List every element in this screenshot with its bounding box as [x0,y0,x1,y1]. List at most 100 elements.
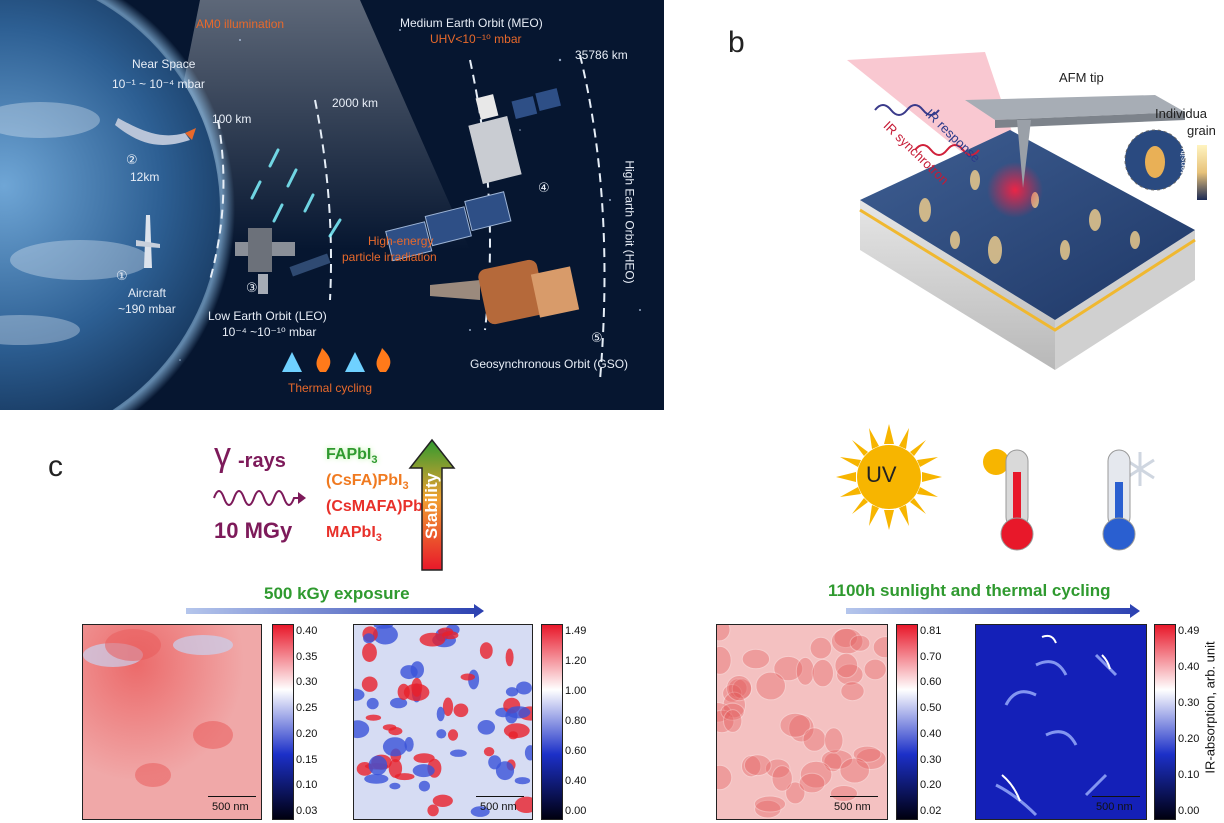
colorbar-1 [272,624,294,820]
exposure-arrow-icon [186,604,484,618]
altitude-12km: 12km [130,170,160,184]
particle-label-2: particle irradiation [342,250,437,264]
sunlight-arrow-icon [846,604,1140,618]
heo-label: High Earth Orbit (HEO) [622,160,637,284]
illumination-label: AM0 illumination [196,17,285,31]
colorbar-tick: 0.40 [920,727,942,740]
sunlight-label: 1100h sunlight and thermal cycling [828,581,1111,600]
thermal-cycling-label: Thermal cycling [288,381,373,395]
aircraft [136,215,160,268]
colorbar-tick: 0.60 [920,676,942,689]
meo-title: Medium Earth Orbit (MEO) [400,16,543,30]
colorbar-tick: 0.00 [1178,805,1200,817]
ir-map-3 [716,624,888,820]
afm-cantilever [965,95,1185,120]
thermal-cycling-icons [282,348,391,372]
afm-ir-illustration: AFM tip IR response IR synchrotron Indiv… [835,50,1216,380]
colorbar-tick: 1.20 [565,655,587,667]
marker-3: ③ [246,280,258,295]
stability-arrow-icon [408,438,456,571]
colorbar-tick: 0.60 [565,745,587,757]
scale-bar-2 [476,796,524,797]
scale-label-4: 500 nm [1096,801,1133,813]
afm-tip [1017,120,1031,188]
space-environment-illustration: AM0 illumination Near Space 10⁻¹ ~ 10⁻⁴ … [0,0,664,410]
dose-label: 10 MGy [214,518,293,543]
altitude-2000km: 2000 km [332,96,379,110]
particle-streaks [250,148,342,238]
colorbar-tick: 0.15 [296,753,318,766]
colorbar-tick: 1.49 [565,625,587,637]
ir-hotspot [987,162,1043,218]
gso-label: Geosynchronous Orbit (GSO) [470,357,629,371]
colorbar-tick: 0.35 [296,650,318,663]
leo-pressure: 10⁻⁴ ~10⁻¹⁰ mbar [222,325,317,339]
marker-2: ② [126,152,138,167]
gamma-wave-icon [213,490,306,506]
colorbar-tick: 1.00 [565,685,587,697]
near-space-pressure: 10⁻¹ ~ 10⁻⁴ mbar [112,77,205,91]
scale-label-1: 500 nm [212,801,249,813]
colorbar-tick: 0.50 [920,702,942,715]
gso-satellite [430,259,580,325]
colorbar-tick: 0.49 [1178,625,1200,637]
colorbar-tick: 0.40 [1178,661,1200,673]
aircraft-pressure: ~190 mbar [118,302,176,316]
leo-title: Low Earth Orbit (LEO) [208,309,327,323]
colorbar-tick: 0.30 [296,676,318,689]
gamma-rays-label: -rays [238,450,286,472]
colorbar-tick: 0.20 [1178,733,1200,745]
colorbar-tick: 0.40 [296,625,318,637]
colorbar-tick: 0.10 [296,779,318,792]
uv-label: UV [866,462,897,487]
near-space-vehicle [115,118,196,145]
scale-label-3: 500 nm [834,801,871,813]
marker-5: ⑤ [591,330,603,345]
gamma-symbol: γ [214,436,231,474]
scale-label-2: 500 nm [480,801,517,813]
colorbar-2 [541,624,563,820]
colorbar-tick: 0.03 [296,805,318,817]
cold-thermometer-icon [1102,449,1155,551]
altitude-100km: 100 km [212,112,252,126]
colorbar-tick: 0.10 [1178,769,1200,781]
scale-bar-1 [208,796,256,797]
panel-c-letter: c [48,450,63,483]
ir-map-4 [975,624,1147,820]
aircraft-label: Aircraft [128,286,167,300]
grain-surface [860,130,1195,320]
material-2: (CsFA)PbI3 [326,472,409,493]
scale-bar-3 [830,796,878,797]
colorbar-tick: 0.00 [565,805,587,817]
colorbar-tick: 0.25 [296,702,318,715]
ir-map-2 [353,624,533,820]
colorbar-3 [896,624,918,820]
material-1: FAPbI3 [326,446,378,467]
near-space-title: Near Space [132,57,196,71]
earth [0,0,220,410]
hot-thermometer-icon [983,449,1034,551]
colorbar-tick: 0.40 [565,775,587,787]
scale-bar-4 [1092,796,1140,797]
colorbar-tick: 0.20 [296,727,318,740]
exposure-label: 500 kGy exposure [264,584,410,603]
particle-label-1: High-energy [368,234,434,248]
colorbar-tick: 0.30 [1178,697,1200,709]
colorbar-tick: 0.81 [920,625,942,637]
meo-pressure: UHV<10⁻¹⁰ mbar [430,32,522,46]
colorbar-4 [1154,624,1176,820]
colorbar-tick: 0.30 [920,753,942,766]
colorbar-tick: 0.02 [920,805,942,817]
afm-tip-label: AFM tip [1059,70,1104,85]
colorbar-tick: 0.80 [565,715,587,727]
individual-grain-label-2: grain [1187,123,1216,138]
uv-sun-icon [836,424,942,530]
altitude-35786km: 35786 km [575,48,628,62]
colorbar-tick: 0.70 [920,650,942,663]
meo-satellite [385,88,561,262]
stability-label: Stability [422,472,441,540]
panel-b-letter: b [728,26,745,59]
ir-map-1 [82,624,262,820]
material-4: MAPbI3 [326,524,382,545]
colorbar-tick: 0.20 [920,779,942,792]
